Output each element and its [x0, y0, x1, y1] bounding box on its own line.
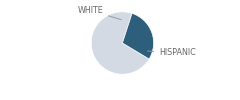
Text: HISPANIC: HISPANIC: [148, 48, 196, 58]
Text: WHITE: WHITE: [77, 6, 121, 20]
Wedge shape: [122, 13, 154, 59]
Wedge shape: [91, 12, 149, 74]
